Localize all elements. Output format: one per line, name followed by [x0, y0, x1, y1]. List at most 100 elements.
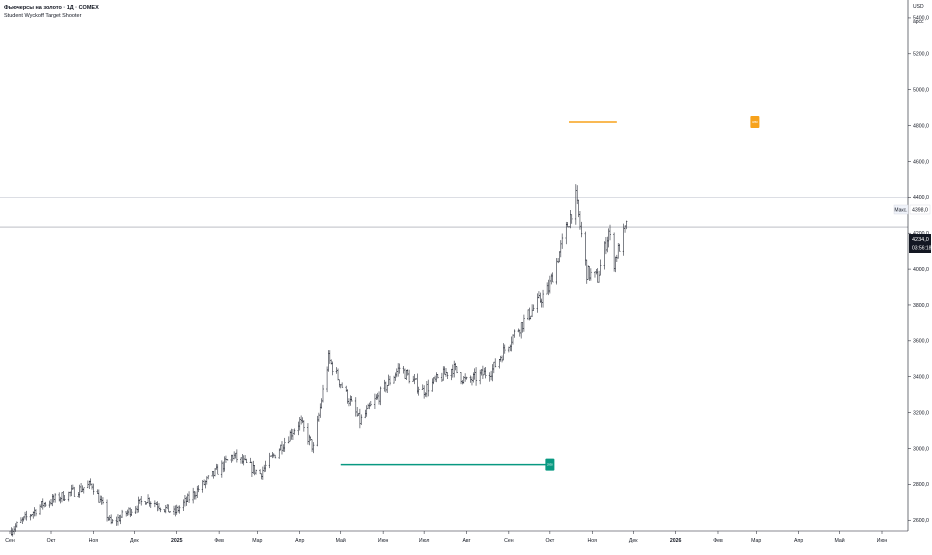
- ohlc-bar: [137, 496, 140, 513]
- ohlc-bar: [250, 461, 253, 477]
- ohlc-bar: [188, 491, 191, 504]
- price-axis[interactable]: 2600,0 2800,0 3000,0 3200,0 3400,0 3600,0 3800…: [908, 16, 929, 524]
- ohlc-bar: [320, 398, 323, 409]
- ohlc-bar: [96, 489, 99, 494]
- ohlc-bar: [388, 375, 391, 386]
- ohlc-bar: [80, 482, 83, 493]
- last-price-text: 4234,0: [912, 237, 929, 243]
- ohlc-bar: [207, 475, 210, 480]
- ohlc-bar: [546, 282, 549, 295]
- ohlc-bar: [73, 486, 76, 497]
- ohlc-bar: [395, 368, 398, 378]
- ohlc-bar: [492, 361, 495, 374]
- ohlc-bar: [475, 367, 478, 386]
- ohlc-bar: [464, 373, 467, 382]
- ohlc-bar: [241, 453, 244, 464]
- ohlc-bar: [41, 498, 44, 510]
- ohlc-bar: [29, 513, 32, 521]
- ohlc-bar: [531, 304, 534, 318]
- ohlc-bar: [300, 415, 303, 425]
- ohlc-bar: [502, 343, 505, 361]
- ohlc-bar: [130, 509, 133, 517]
- currency-label[interactable]: USD: [913, 4, 924, 10]
- ohlc-bar: [261, 466, 264, 480]
- ohlc-bar: [319, 403, 322, 418]
- ohlc-bar: [491, 364, 494, 382]
- ohlc-bar: [425, 381, 428, 398]
- ohlc-bar: [603, 241, 606, 270]
- ohlc-bar: [529, 315, 532, 320]
- orange-target-marker[interactable]: 4880: [750, 115, 760, 128]
- y-tick-label: 5200,0: [913, 52, 929, 58]
- ohlc-bar: [550, 273, 553, 285]
- ohlc-bar: [481, 365, 484, 380]
- time-axis[interactable]: Сен Окт Ноя Дек 2025 Фев Мар Апр Май Июн Июл Авг Сен…: [5, 531, 887, 544]
- ohlc-bar: [138, 498, 141, 504]
- ohlc-bar: [316, 415, 319, 447]
- ohlc-bar: [494, 358, 497, 368]
- ohlc-bar: [436, 374, 439, 379]
- ohlc-bar: [21, 517, 24, 524]
- ohlc-bar: [235, 449, 238, 463]
- ohlc-bar: [108, 515, 111, 521]
- ohlc-bar: [501, 355, 504, 363]
- ohlc-bar: [214, 468, 217, 477]
- ohlc-bar: [598, 270, 601, 283]
- ohlc-bar: [613, 232, 616, 272]
- ohlc-bar: [106, 499, 109, 522]
- ohlc-bar: [584, 231, 587, 266]
- ohlc-bar: [174, 505, 177, 517]
- ohlc-bar: [222, 461, 225, 473]
- ohlc-bar: [274, 454, 277, 459]
- ohlc-bar: [97, 489, 100, 503]
- max-value-text: 4398,0: [912, 208, 928, 214]
- y-tick-label: 4800,0: [913, 123, 929, 129]
- ohlc-bar: [193, 490, 196, 500]
- ohlc-bar: [547, 279, 550, 296]
- ohlc-bar: [423, 385, 426, 399]
- ohlc-bar: [331, 361, 334, 376]
- ohlc-bar: [196, 485, 199, 498]
- green-target-marker[interactable]: 2930: [545, 458, 555, 471]
- ohlc-bar: [465, 376, 468, 380]
- ohlc-bar: [435, 372, 438, 383]
- ohlc-bar: [186, 493, 189, 502]
- ohlc-bar: [330, 359, 333, 365]
- ohlc-bar: [164, 504, 167, 514]
- ohlc-bar: [406, 369, 409, 376]
- symbol-title[interactable]: Фьючерсы на золото · 1Д · COMEX: [4, 5, 99, 11]
- ohlc-bar: [451, 364, 454, 378]
- ohlc-bar: [431, 378, 434, 392]
- ohlc-bar: [527, 309, 530, 321]
- ohlc-bar: [326, 366, 329, 393]
- ohlc-bar: [350, 395, 353, 402]
- x-tick-label: Окт: [47, 538, 56, 544]
- ohlc-bar: [604, 236, 607, 255]
- ohlc-bar: [557, 258, 560, 264]
- ohlc-bar: [503, 344, 506, 354]
- ohlc-bar: [536, 293, 539, 313]
- ohlc-bar: [185, 496, 188, 506]
- indicator-name[interactable]: Student Wyckoff Target Shooter: [4, 13, 82, 19]
- ohlc-bar: [287, 436, 290, 444]
- ohlc-bar: [24, 511, 27, 520]
- ohlc-bar: [163, 509, 166, 513]
- ohlc-bar: [212, 471, 215, 479]
- ohlc-bar: [81, 485, 84, 492]
- ohlc-bar: [511, 334, 514, 345]
- ohlc-bar: [387, 374, 390, 386]
- x-tick-label: Июн: [378, 538, 389, 544]
- ohlc-bar: [349, 395, 352, 406]
- y-tick-label: 4400,0: [913, 195, 929, 201]
- ohlc-bar: [416, 373, 419, 394]
- ohlc-bar: [472, 372, 475, 383]
- ohlc-bar: [548, 275, 551, 294]
- ohlc-bar: [337, 368, 340, 381]
- ohlc-bar: [521, 322, 524, 333]
- ohlc-bar: [412, 375, 415, 382]
- x-tick-label: Июн: [877, 538, 888, 544]
- level-lines: [0, 197, 908, 228]
- ohlc-bar: [253, 465, 256, 476]
